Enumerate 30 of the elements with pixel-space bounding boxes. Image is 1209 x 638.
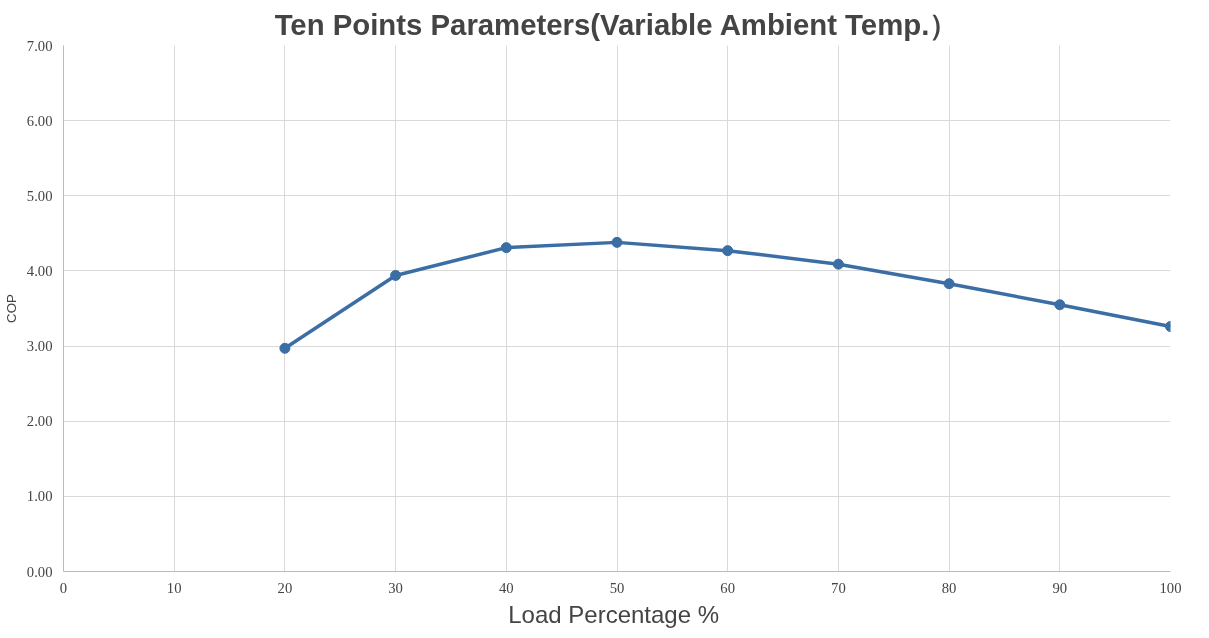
y-tick-label: 6.00 [26,112,53,129]
x-tick-label: 70 [831,579,846,596]
y-tick-label: 2.00 [26,413,53,430]
x-tick-label: 20 [277,579,293,596]
y-tick-label: 0.00 [26,563,53,580]
x-tick-label: 80 [941,579,957,596]
chart-title: Ten Points Parameters(Variable Ambient Temp.） [274,7,959,41]
point [611,236,623,248]
y-tick-label: 7.00 [26,37,53,54]
x-tick-label: 40 [498,579,514,596]
x-tick-label: 30 [388,579,403,596]
y-axis-title: COP [3,293,19,323]
point [943,278,955,290]
x-tick-label: 60 [720,579,736,596]
x-axis-title: Load Percentage % [508,600,720,628]
y-tick-label: 1.00 [26,488,53,505]
point [722,245,734,257]
x-tick-label: 10 [166,579,182,596]
point [279,342,291,354]
x-tick-label: 90 [1052,579,1068,596]
point [832,258,844,270]
x-tick-label: 0 [59,579,68,596]
x-tick-label: 50 [609,579,625,596]
point [1054,299,1066,311]
y-tick-label: 4.00 [26,262,53,279]
point [390,269,402,281]
x-tick-label: 100 [1159,579,1182,596]
y-tick-label: 5.00 [26,187,53,204]
point [500,242,512,254]
y-tick-label: 3.00 [26,338,53,355]
